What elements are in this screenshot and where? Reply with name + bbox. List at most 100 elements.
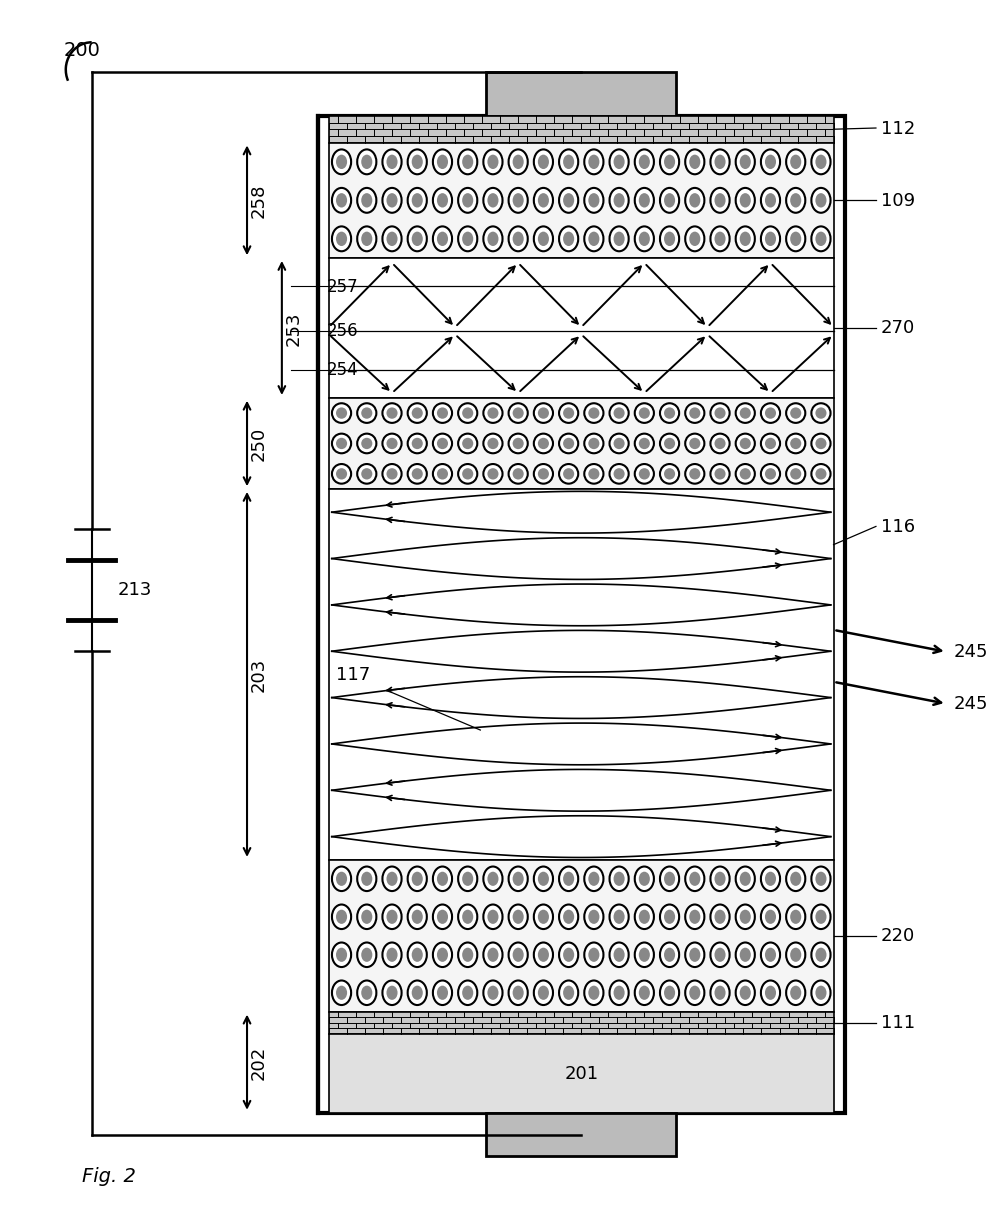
Ellipse shape [483, 188, 502, 213]
Ellipse shape [740, 438, 750, 450]
Ellipse shape [538, 155, 549, 170]
Ellipse shape [584, 227, 603, 252]
Ellipse shape [609, 981, 628, 1005]
Ellipse shape [534, 150, 553, 175]
Ellipse shape [412, 155, 422, 170]
Ellipse shape [760, 403, 779, 423]
Ellipse shape [760, 434, 779, 454]
Ellipse shape [634, 981, 654, 1005]
Ellipse shape [638, 468, 649, 479]
Ellipse shape [487, 948, 498, 962]
Ellipse shape [387, 155, 398, 170]
Bar [329, 1034, 833, 1112]
Ellipse shape [736, 227, 754, 252]
Ellipse shape [685, 905, 704, 929]
Ellipse shape [764, 468, 775, 479]
Ellipse shape [336, 468, 347, 479]
Ellipse shape [710, 943, 730, 967]
Ellipse shape [534, 188, 553, 213]
Ellipse shape [790, 155, 801, 170]
Ellipse shape [361, 948, 372, 962]
Ellipse shape [815, 986, 826, 1000]
Ellipse shape [740, 909, 750, 924]
Ellipse shape [408, 866, 426, 891]
Ellipse shape [462, 948, 473, 962]
Ellipse shape [660, 403, 679, 423]
Ellipse shape [714, 468, 726, 479]
Ellipse shape [760, 981, 779, 1005]
Ellipse shape [412, 948, 422, 962]
Ellipse shape [584, 905, 603, 929]
Bar [329, 489, 833, 860]
Ellipse shape [563, 155, 574, 170]
Ellipse shape [361, 232, 372, 247]
Ellipse shape [764, 155, 775, 170]
Ellipse shape [685, 434, 704, 454]
Ellipse shape [508, 227, 528, 252]
Ellipse shape [387, 438, 398, 450]
Ellipse shape [588, 438, 599, 450]
Ellipse shape [336, 948, 347, 962]
Ellipse shape [538, 438, 549, 450]
Ellipse shape [811, 981, 830, 1005]
Ellipse shape [487, 193, 498, 208]
Ellipse shape [408, 943, 426, 967]
Ellipse shape [487, 155, 498, 170]
Ellipse shape [714, 155, 726, 170]
Ellipse shape [361, 438, 372, 450]
Ellipse shape [383, 981, 402, 1005]
Ellipse shape [436, 155, 448, 170]
Ellipse shape [760, 465, 779, 484]
Ellipse shape [332, 227, 351, 252]
Ellipse shape [815, 468, 826, 479]
Ellipse shape [613, 909, 624, 924]
Ellipse shape [534, 905, 553, 929]
Ellipse shape [710, 905, 730, 929]
Ellipse shape [689, 986, 700, 1000]
Ellipse shape [613, 438, 624, 450]
Ellipse shape [664, 986, 675, 1000]
Ellipse shape [613, 193, 624, 208]
Ellipse shape [790, 986, 801, 1000]
Ellipse shape [660, 188, 679, 213]
Text: 213: 213 [118, 581, 152, 600]
Ellipse shape [432, 403, 452, 423]
Ellipse shape [538, 948, 549, 962]
Ellipse shape [609, 188, 628, 213]
Ellipse shape [811, 150, 830, 175]
Ellipse shape [462, 468, 473, 479]
Ellipse shape [462, 232, 473, 247]
Ellipse shape [357, 981, 376, 1005]
Ellipse shape [638, 193, 649, 208]
Ellipse shape [487, 232, 498, 247]
Ellipse shape [534, 434, 553, 454]
Ellipse shape [361, 871, 372, 886]
Ellipse shape [357, 943, 376, 967]
Ellipse shape [660, 227, 679, 252]
Ellipse shape [588, 155, 599, 170]
Ellipse shape [462, 408, 473, 419]
Ellipse shape [508, 403, 528, 423]
Ellipse shape [432, 227, 452, 252]
Ellipse shape [563, 193, 574, 208]
Ellipse shape [534, 403, 553, 423]
Ellipse shape [332, 434, 351, 454]
Ellipse shape [736, 434, 754, 454]
Ellipse shape [740, 193, 750, 208]
Ellipse shape [584, 434, 603, 454]
Ellipse shape [412, 468, 422, 479]
Ellipse shape [563, 871, 574, 886]
Text: 245: 245 [953, 694, 988, 713]
Ellipse shape [387, 871, 398, 886]
Ellipse shape [563, 468, 574, 479]
Ellipse shape [508, 981, 528, 1005]
Ellipse shape [790, 948, 801, 962]
Ellipse shape [462, 155, 473, 170]
Ellipse shape [412, 871, 422, 886]
Ellipse shape [534, 981, 553, 1005]
Ellipse shape [436, 871, 448, 886]
Ellipse shape [559, 227, 578, 252]
Ellipse shape [387, 232, 398, 247]
Ellipse shape [563, 986, 574, 1000]
Ellipse shape [790, 438, 801, 450]
